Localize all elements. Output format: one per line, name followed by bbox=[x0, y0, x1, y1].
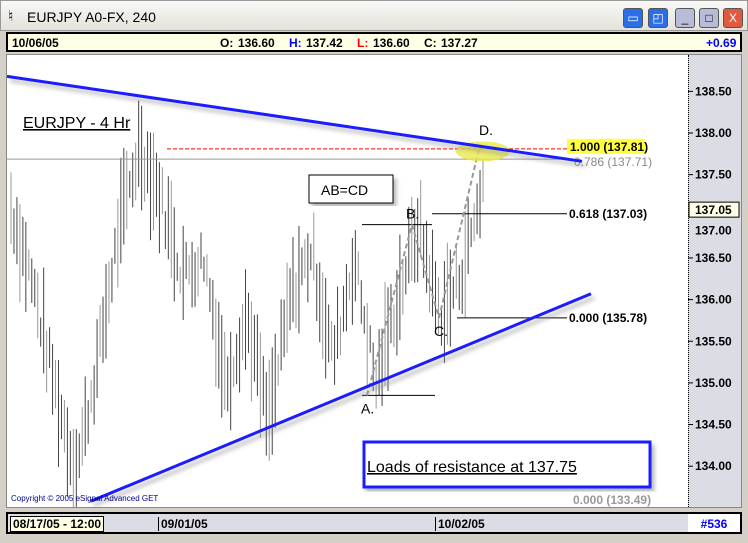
date-label-2: 10/02/05 bbox=[435, 517, 485, 531]
note-text: Loads of resistance at 137.75 bbox=[367, 459, 577, 476]
chart-title: EURJPY - 4 Hr bbox=[23, 115, 131, 132]
price-axis[interactable] bbox=[688, 55, 741, 507]
price-bars bbox=[10, 100, 484, 507]
copyright: Copyright © 2005 eSignal Advanced GET bbox=[11, 494, 158, 503]
y-tick-label: 136.00 bbox=[695, 293, 732, 307]
abcd-leg bbox=[411, 224, 440, 319]
y-tick-label: 138.50 bbox=[695, 84, 732, 98]
info-date: 10/06/05 bbox=[12, 36, 59, 50]
fib-highlight bbox=[567, 138, 645, 154]
point-label-d: D. bbox=[479, 122, 493, 138]
y-tick-label: 138.00 bbox=[695, 126, 732, 140]
cursor-date: 08/17/05 - 12:00 bbox=[10, 516, 105, 532]
point-label-c: C. bbox=[434, 323, 448, 339]
upper-trendline bbox=[7, 74, 583, 163]
y-tick-label: 134.50 bbox=[695, 418, 732, 432]
ohlc-info-bar: 10/06/05 O: 136.60 H: 137.42 L: 136.60 C… bbox=[6, 32, 742, 52]
point-label-b: B. bbox=[406, 206, 419, 222]
y-tick-label: 137.50 bbox=[695, 168, 732, 182]
window-list-button[interactable]: ▭ bbox=[623, 8, 643, 28]
fib-label: 0.618 (137.03) bbox=[569, 207, 647, 221]
window-title: EURJPY A0-FX, 240 bbox=[27, 9, 156, 25]
y-tick-label: 134.00 bbox=[695, 459, 732, 473]
high-value: 137.42 bbox=[306, 36, 343, 50]
change-value: +0.69 bbox=[706, 36, 737, 50]
open-value: 136.60 bbox=[238, 36, 275, 50]
y-tick-label: 135.00 bbox=[695, 376, 732, 390]
resistance-highlight bbox=[456, 141, 510, 162]
fib-label: 0.000 (135.78) bbox=[569, 311, 647, 325]
bar-count: #536 bbox=[688, 514, 740, 532]
date-axis-bar: 08/17/05 - 12:00 09/01/05 10/02/05 #536 bbox=[6, 512, 742, 534]
fib-label: 0.786 (137.71) bbox=[574, 155, 652, 169]
last-price-box bbox=[688, 201, 740, 218]
price-chart[interactable]: 138.50 138.00 137.50 137.00 136.50 136.00 135.… bbox=[6, 54, 742, 508]
close-button[interactable]: X bbox=[723, 8, 743, 28]
maximize-button[interactable]: □ bbox=[699, 8, 719, 28]
abcd-leg bbox=[366, 224, 413, 396]
pattern-label: AB=CD bbox=[321, 182, 368, 198]
close-value: 137.27 bbox=[441, 36, 478, 50]
pattern-box bbox=[308, 174, 394, 204]
close-label: C: bbox=[424, 36, 437, 50]
last-price: 137.05 bbox=[695, 203, 732, 217]
date-label-1: 09/01/05 bbox=[158, 517, 208, 531]
link-button[interactable]: ◰ bbox=[648, 8, 668, 28]
point-label-a: A. bbox=[361, 400, 374, 416]
high-label: H: bbox=[289, 36, 302, 50]
note-box bbox=[362, 440, 652, 489]
minimize-button[interactable]: _ bbox=[675, 8, 695, 28]
abcd-leg bbox=[438, 148, 480, 319]
title-bar: ♮ EURJPY A0-FX, 240 ▭ ◰ _ □ X bbox=[0, 0, 748, 31]
fib-label: 1.000 (137.81) bbox=[570, 140, 648, 154]
open-label: O: bbox=[220, 36, 234, 50]
fib-label: 0.000 (133.49) bbox=[573, 493, 651, 507]
y-tick-label: 136.50 bbox=[695, 251, 732, 265]
low-value: 136.60 bbox=[373, 36, 410, 50]
low-label: L: bbox=[357, 36, 369, 50]
y-tick-label: 135.50 bbox=[695, 334, 732, 348]
lower-trendline bbox=[90, 292, 592, 503]
app-icon: ♮ bbox=[8, 8, 14, 25]
y-tick-label: 137.00 bbox=[695, 223, 732, 237]
